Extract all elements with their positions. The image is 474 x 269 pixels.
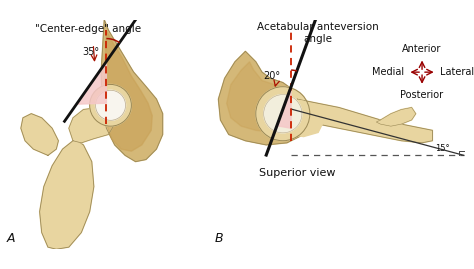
Polygon shape bbox=[101, 20, 163, 162]
Text: Medial: Medial bbox=[372, 67, 404, 77]
Text: Acetabular anteversion
angle: Acetabular anteversion angle bbox=[257, 22, 379, 44]
Text: 35°: 35° bbox=[82, 47, 99, 57]
Text: Lateral: Lateral bbox=[440, 67, 474, 77]
Text: Anterior: Anterior bbox=[402, 44, 442, 54]
Circle shape bbox=[96, 90, 126, 120]
Circle shape bbox=[90, 84, 131, 126]
Polygon shape bbox=[277, 87, 291, 128]
Polygon shape bbox=[40, 141, 94, 249]
Text: "Center-edge" angle: "Center-edge" angle bbox=[35, 24, 141, 34]
Text: 15°: 15° bbox=[436, 143, 450, 153]
Circle shape bbox=[264, 95, 302, 133]
Text: B: B bbox=[214, 232, 223, 245]
Polygon shape bbox=[104, 30, 152, 151]
Polygon shape bbox=[376, 108, 416, 126]
Polygon shape bbox=[283, 99, 324, 137]
Text: Posterior: Posterior bbox=[401, 90, 444, 100]
Text: 20°: 20° bbox=[263, 71, 280, 81]
Circle shape bbox=[256, 87, 310, 141]
Text: Superior view: Superior view bbox=[259, 168, 336, 178]
Polygon shape bbox=[69, 107, 115, 143]
Polygon shape bbox=[21, 114, 58, 155]
Polygon shape bbox=[76, 62, 106, 104]
Text: A: A bbox=[6, 232, 15, 245]
Polygon shape bbox=[297, 99, 432, 143]
Polygon shape bbox=[227, 62, 303, 132]
Polygon shape bbox=[219, 51, 312, 145]
